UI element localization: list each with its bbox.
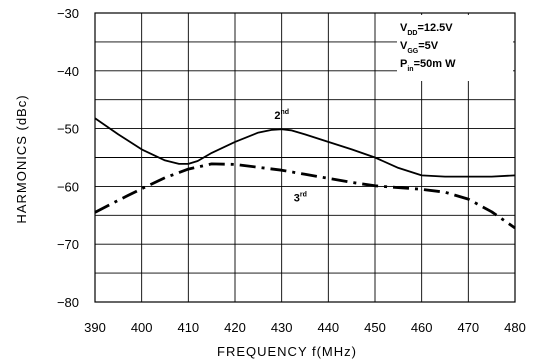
x-tick-label: 440 (317, 320, 339, 335)
series-labels: 2nd 3rd (274, 109, 307, 205)
series-label-3rd: 3rd (294, 191, 307, 204)
y-tick-label: −80 (57, 295, 79, 310)
y-tick-label: −60 (57, 179, 79, 194)
x-tick-label: 410 (177, 320, 199, 335)
y-tick-labels: −30 −40 −50 −60 −70 −80 (57, 6, 79, 310)
x-axis-title: FREQUENCY f(MHz) (217, 344, 357, 359)
conditions-box (397, 15, 513, 81)
condition-line: VGG=5V (400, 40, 439, 55)
x-tick-label: 400 (131, 320, 153, 335)
y-tick-label: −30 (57, 6, 79, 21)
condition-line: VDD=12.5V (400, 22, 453, 37)
series-line-2nd (94, 117, 516, 178)
series-lines (94, 117, 516, 230)
x-tick-labels: 390 400 410 420 430 440 450 460 470 480 (84, 320, 526, 335)
plot-frame (94, 12, 516, 303)
x-tick-label: 460 (411, 320, 433, 335)
x-tick-label: 430 (271, 320, 293, 335)
y-axis-title: HARMONICS (dBc) (14, 94, 29, 223)
x-tick-label: 450 (364, 320, 386, 335)
y-tick-label: −40 (57, 64, 79, 79)
conditions-legend: VDD=12.5V VGG=5V Pin=50m W (397, 15, 513, 81)
x-tick-label: 420 (224, 320, 246, 335)
series-label-2nd: 2nd (274, 109, 289, 122)
x-tick-label: 390 (84, 320, 106, 335)
y-tick-label: −50 (57, 122, 79, 137)
condition-line: Pin=50m W (400, 58, 456, 73)
series-line-3rd (94, 162, 516, 230)
x-tick-label: 480 (504, 320, 526, 335)
y-tick-label: −70 (57, 237, 79, 252)
x-tick-label: 470 (457, 320, 479, 335)
